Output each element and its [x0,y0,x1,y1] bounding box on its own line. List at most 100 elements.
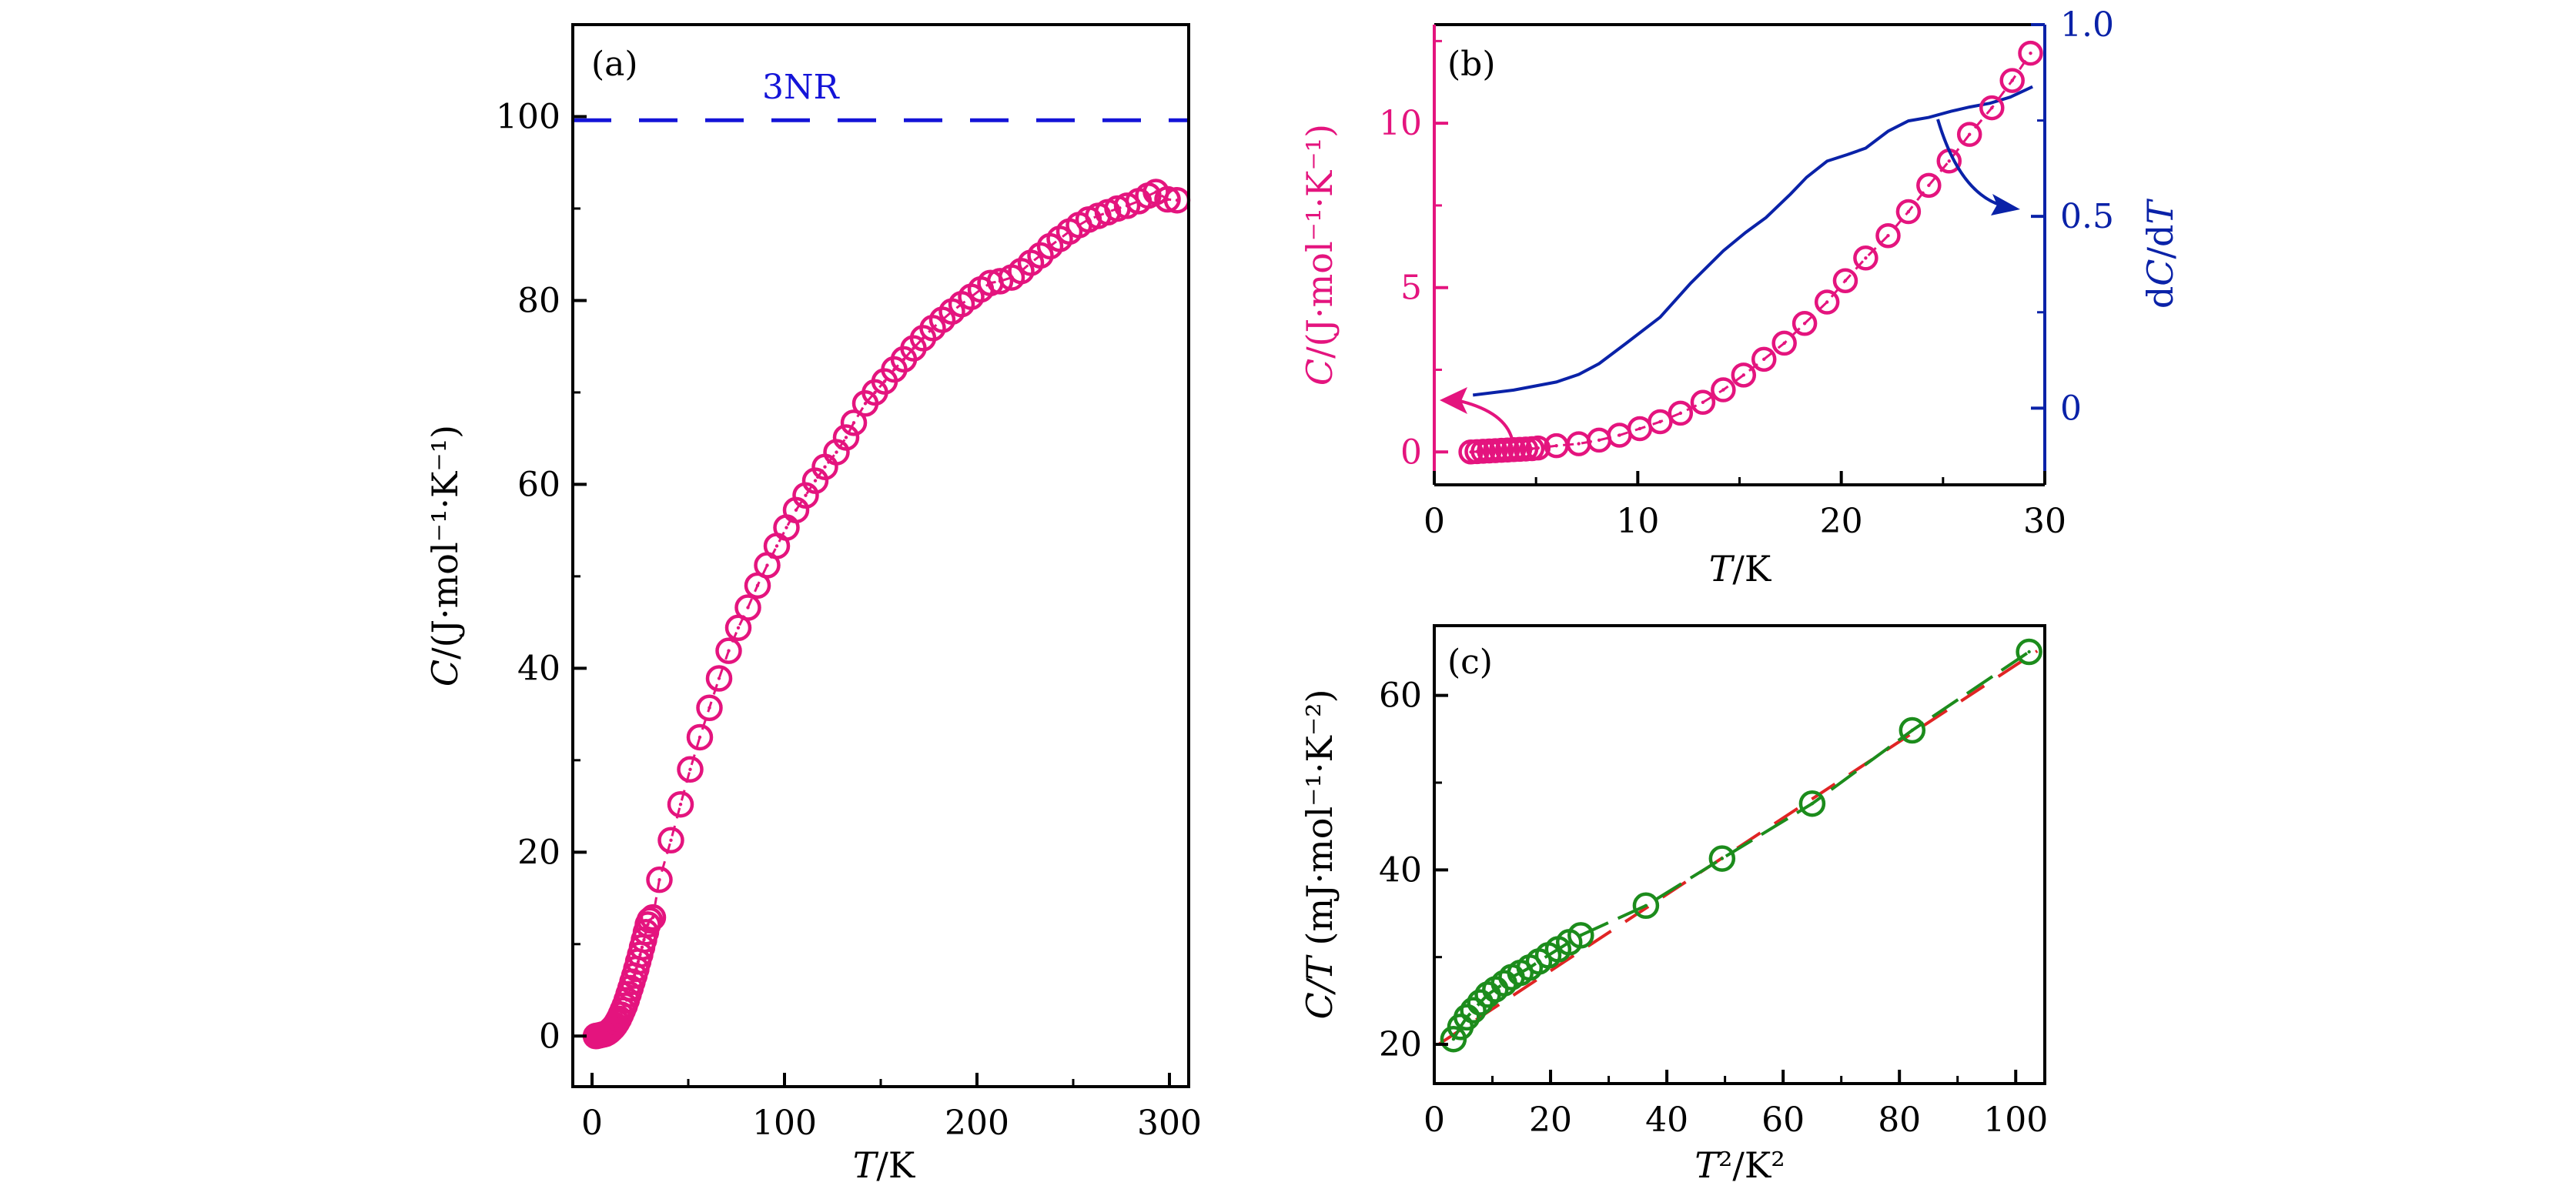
panel-b-point-center [2029,51,2032,55]
y-tick-label: 100 [496,97,560,136]
panel-b-point [1979,95,2005,121]
y-tick-label: 0 [1400,433,1422,472]
panel-b-point-center [1886,234,1890,238]
panel-c-point [1798,790,1826,817]
panel-c-point [1467,989,1494,1016]
panel-a-point-center [863,402,868,406]
panel-a-point-center [823,465,827,469]
panel-a-point-center [736,626,741,630]
panel-b-label: (b) [1447,45,1496,84]
panel-b-point-center [1554,443,1558,448]
panel-b-point-center [1967,132,1972,136]
panel-a-point [986,268,1014,295]
panel-b-ylabel-right: dC/dT [2139,199,2181,309]
panel-b-point-center [1638,426,1642,431]
panel-c-point-center [1910,728,1915,733]
panel-a-point-center [638,953,642,957]
panel-a-point-center [873,390,877,395]
panel-b-point [1853,245,1878,271]
arrow-to-left-axis-shaft [1456,399,1514,443]
panel-b-point-center [1802,322,1807,326]
panel-b-point-center [1618,433,1621,437]
panel-c-ylabel-var: C/T [1299,954,1340,1020]
panel-a-point-center [785,526,788,529]
arrow-to-left-axis-head [1440,387,1467,414]
arrow-to-right-axis [1936,119,2020,215]
panel-b-point [1814,289,1840,315]
x-tick-label: 0 [1423,502,1445,541]
panel-b-point [1999,68,2025,93]
panel-c-point [1567,922,1594,949]
panel-a-ylabel-unit: /(J·mol⁻¹·K⁻¹) [424,425,466,660]
panel-b-ticks: 0 10 20 30 0 5 10 0 0.5 1.0 [1379,5,2114,541]
panel-a-ticks: 0 100 200 300 0 20 40 60 80 100 [496,97,1202,1143]
panel-a-point-center [642,937,646,942]
x-tick-label: 80 [1878,1100,1921,1140]
panel-a-point [734,594,761,621]
panel-b-point [1956,122,1982,147]
panel-c-connector [1452,650,2030,1040]
panel-a-point-center [657,877,661,882]
panel-b-point [1690,389,1716,416]
y-tick-label: 10 [1379,104,1422,143]
panel-a-point [840,409,868,436]
panel-c-ylabel: C/T (mJ·mol⁻¹·K⁻²) [1299,689,1340,1019]
panel-a-point [696,694,723,721]
panel-b-point-center [1762,357,1766,362]
panel-b-point-center [1597,438,1601,443]
panel-a-xlabel-var: T [853,1144,879,1186]
panel-c-point [1460,997,1487,1024]
panel-b-point-center [1782,341,1786,346]
panel-b-xlabel-unit: /K [1732,548,1771,589]
panel-c-label: (c) [1447,643,1493,682]
panel-c-point [2016,638,2042,666]
panel-a-point-center [708,706,711,710]
x-tick-label: 0 [1423,1100,1445,1140]
panel-b-point-center [1678,411,1683,416]
panel-b-xlabel: T/K [1709,548,1772,589]
panel-b-point-center [1577,442,1581,446]
panel-a-point [646,866,673,893]
y-tick-label: 20 [517,833,560,872]
panel-a-point [832,424,860,451]
panel-a-connector [595,190,1178,1037]
panel-a: 0 100 200 300 0 20 40 60 80 100 (a) 3NR T/K C/(J·… [424,23,1202,1186]
right-y-tick-label: 0 [2060,389,2082,428]
panel-b-point [1875,222,1901,249]
panel-b-point [1648,409,1673,435]
panel-c-point-center [1644,903,1648,908]
panel-b-point-center [1927,183,1931,188]
y-tick-label: 40 [517,649,560,688]
right-y-tick-label: 0.5 [2060,197,2114,236]
panel-a-point-center [902,357,906,362]
y-tick-label: 0 [539,1017,560,1056]
panel-c-ylabel-unit: (mJ·mol⁻¹·K⁻²) [1299,689,1340,957]
panel-c-point-center [2027,650,2031,654]
y-tick-label: 5 [1400,269,1422,308]
panel-b-point-center [1947,159,1951,163]
x-tick-label: 200 [945,1104,1009,1143]
panel-a-point-center [804,493,808,497]
panel-b-marks [1458,40,2043,465]
panel-a-ylabel-var: C [424,660,466,686]
panel-b-point-center [1843,279,1848,282]
panel-a-label: (a) [591,45,638,84]
panel-a-frame [571,23,1190,1088]
panel-b-ylabel-unit: /(J·mol⁻¹·K⁻¹) [1299,124,1340,359]
panel-a-point-center [774,544,779,548]
panel-a-point [677,756,704,783]
panel-b-point [1916,172,1942,199]
right-y-tick-label: 1.0 [2060,5,2114,45]
panel-c-point [1632,892,1660,920]
y-tick-label: 60 [517,465,560,504]
panel-a-point [705,665,733,692]
panel-b-point [1832,268,1858,293]
panel-a-point-center [647,918,652,922]
panel-a-point [686,723,714,751]
panel-c-point-center [1720,857,1725,860]
panel-a-point-center [688,767,692,771]
arrow-to-left-axis [1440,387,1514,443]
